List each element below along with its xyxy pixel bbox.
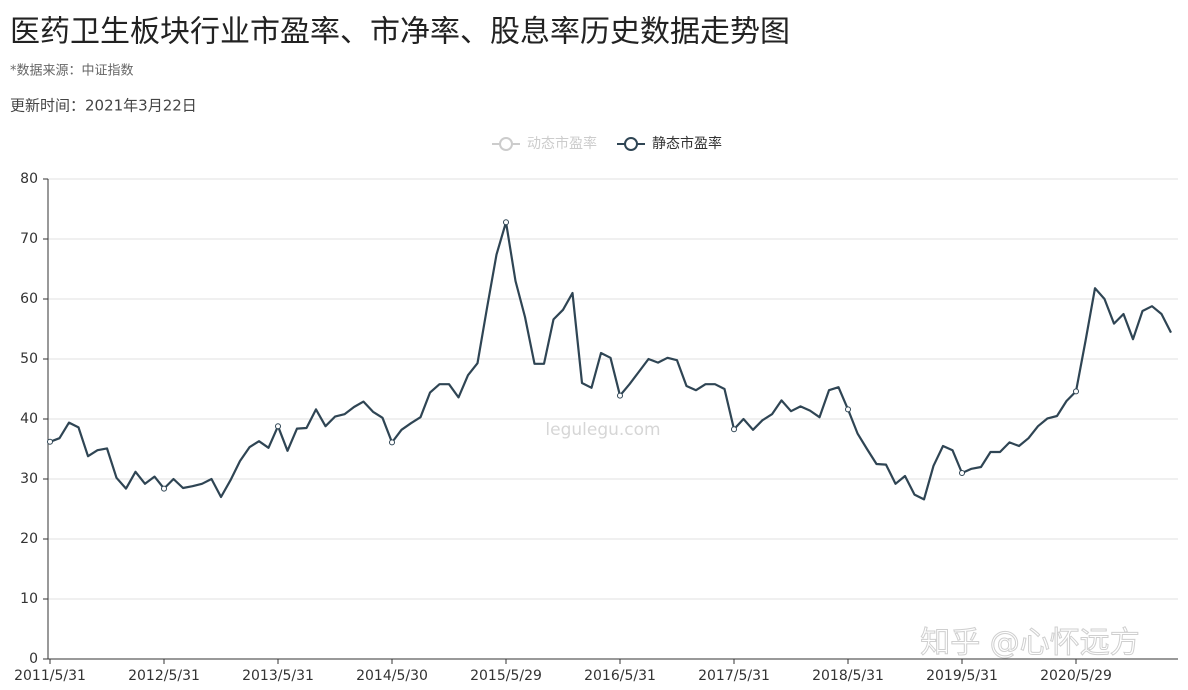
x-tick-label: 2013/5/31 <box>242 668 314 684</box>
y-tick-label: 40 <box>20 411 38 427</box>
point-marker <box>731 426 737 433</box>
legend-label[interactable]: 动态市盈率 <box>527 135 597 152</box>
y-tick-label: 70 <box>20 231 38 247</box>
y-tick-label: 60 <box>20 291 38 307</box>
point-marker <box>1073 388 1079 395</box>
chart-title: 医药卫生板块行业市盈率、市净率、股息率历史数据走势图 <box>10 15 790 50</box>
x-tick-label: 2017/5/31 <box>698 668 770 684</box>
point-marker <box>617 392 623 399</box>
point-marker <box>47 438 53 445</box>
x-tick-label: 2020/5/29 <box>1040 668 1112 684</box>
x-tick-label: 2019/5/31 <box>926 668 998 684</box>
line-series <box>49 221 1172 501</box>
legend-label[interactable]: 静态市盈率 <box>652 135 722 152</box>
point-marker <box>503 219 509 226</box>
update-time: 更新时间：2021年3月22日 <box>10 97 197 115</box>
watermark: legulegu.com <box>545 420 660 440</box>
point-marker <box>959 470 965 476</box>
y-tick-label: 0 <box>29 651 38 667</box>
point-marker <box>845 406 851 413</box>
y-tick-label: 30 <box>20 471 38 487</box>
chart-subtitle: *数据来源：中证指数 <box>10 64 134 79</box>
legend-marker[interactable] <box>499 137 513 151</box>
x-tick-label: 2011/5/31 <box>14 668 86 684</box>
x-tick-label: 2018/5/31 <box>812 668 884 684</box>
legend-marker[interactable] <box>624 137 638 151</box>
x-tick-label: 2014/5/30 <box>356 668 428 684</box>
x-tick-label: 2012/5/31 <box>128 668 200 684</box>
y-tick-label: 10 <box>20 591 38 607</box>
x-tick-label: 2016/5/31 <box>584 668 656 684</box>
x-tick-label: 2015/5/29 <box>470 668 542 684</box>
y-tick-label: 20 <box>20 531 38 547</box>
y-tick-label: 80 <box>20 171 38 187</box>
point-marker <box>275 423 281 430</box>
point-marker <box>389 439 395 446</box>
source-watermark: 知乎 @心怀远方 <box>920 626 1140 661</box>
point-marker <box>161 485 167 492</box>
y-tick-label: 50 <box>20 351 38 367</box>
